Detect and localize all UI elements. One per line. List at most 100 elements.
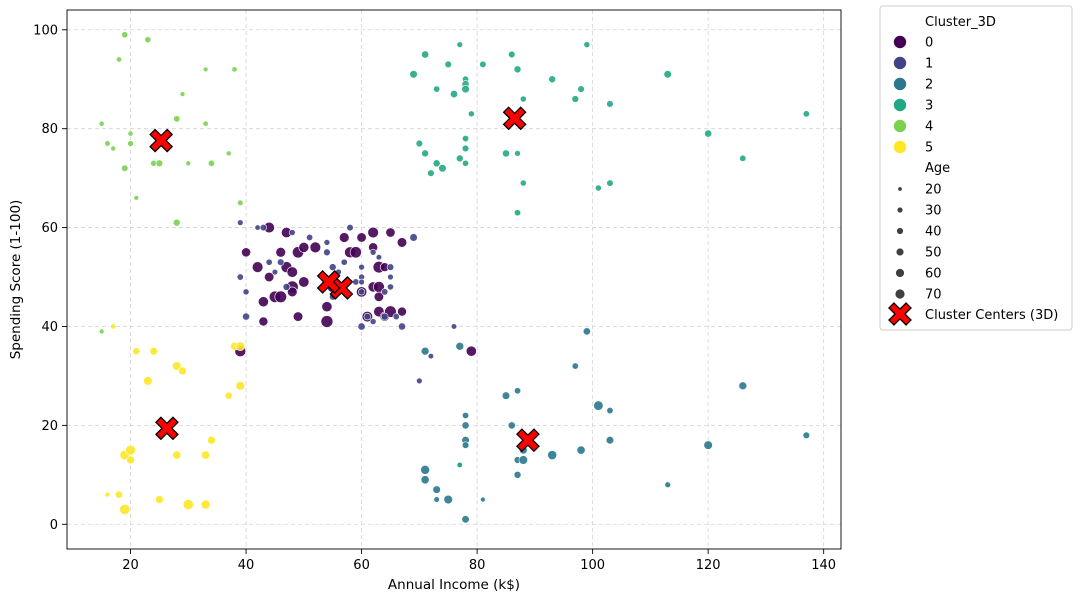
data-point-cluster-1 bbox=[288, 229, 296, 236]
data-point-cluster-3 bbox=[571, 95, 580, 103]
data-point-cluster-3 bbox=[433, 85, 441, 93]
x-tick-label: 80 bbox=[469, 558, 486, 573]
x-tick-label: 140 bbox=[811, 558, 836, 573]
cluster-center-5 bbox=[155, 416, 179, 441]
data-point-cluster-3 bbox=[548, 75, 557, 84]
data-point-cluster-3 bbox=[462, 135, 470, 143]
legend-size-marker bbox=[898, 187, 902, 191]
data-point-cluster-4 bbox=[98, 328, 105, 335]
data-point-cluster-1 bbox=[358, 288, 366, 296]
data-point-cluster-2 bbox=[582, 327, 591, 336]
x-axis-label: Annual Income (k$) bbox=[388, 577, 520, 593]
data-point-cluster-2 bbox=[455, 341, 465, 351]
data-point-cluster-1 bbox=[340, 258, 348, 266]
data-point-cluster-5 bbox=[224, 391, 233, 400]
legend-size-marker bbox=[896, 248, 904, 256]
cluster-center-0 bbox=[329, 275, 354, 300]
data-point-cluster-3 bbox=[606, 179, 614, 187]
data-point-cluster-5 bbox=[235, 341, 245, 351]
data-point-cluster-1 bbox=[237, 219, 244, 226]
legend-centers-label: Cluster Centers (3D) bbox=[925, 308, 1058, 323]
data-point-cluster-3 bbox=[479, 60, 487, 68]
data-point-cluster-1 bbox=[346, 223, 354, 232]
data-point-cluster-1 bbox=[306, 233, 314, 241]
data-point-cluster-2 bbox=[518, 455, 528, 465]
data-point-cluster-3 bbox=[462, 159, 469, 167]
data-point-cluster-3 bbox=[432, 159, 441, 168]
data-point-cluster-0 bbox=[320, 315, 334, 328]
y-tick-label: 60 bbox=[41, 221, 58, 236]
data-point-cluster-5 bbox=[235, 381, 245, 391]
data-point-cluster-3 bbox=[519, 179, 527, 187]
data-point-cluster-1 bbox=[427, 353, 434, 360]
data-point-cluster-2 bbox=[605, 436, 615, 445]
data-point-cluster-4 bbox=[116, 56, 122, 63]
legend-frame bbox=[879, 5, 1073, 331]
data-point-cluster-1 bbox=[381, 288, 389, 296]
data-point-cluster-2 bbox=[802, 431, 811, 439]
data-point-cluster-0 bbox=[385, 227, 396, 238]
legend-size-title: Age bbox=[925, 161, 950, 176]
data-point-cluster-5 bbox=[104, 491, 111, 498]
data-point-cluster-4 bbox=[127, 130, 134, 137]
data-point-cluster-1 bbox=[358, 278, 365, 286]
data-point-cluster-5 bbox=[172, 361, 182, 371]
data-point-cluster-3 bbox=[444, 60, 452, 69]
data-point-cluster-4 bbox=[121, 164, 129, 172]
data-point-cluster-5 bbox=[132, 347, 141, 356]
data-point-cluster-3 bbox=[456, 41, 463, 48]
data-point-cluster-1 bbox=[277, 258, 285, 266]
data-point-cluster-3 bbox=[409, 70, 418, 79]
data-point-cluster-1 bbox=[254, 224, 261, 231]
data-point-cluster-3 bbox=[456, 461, 463, 468]
points-layer bbox=[98, 31, 811, 524]
legend-swatch-cluster-3 bbox=[893, 98, 907, 112]
data-point-cluster-5 bbox=[143, 376, 153, 386]
legend-size-label: 60 bbox=[925, 267, 942, 282]
data-point-cluster-2 bbox=[513, 470, 522, 479]
x-tick-label: 60 bbox=[353, 558, 370, 573]
data-point-cluster-4 bbox=[144, 36, 152, 44]
data-point-cluster-1 bbox=[328, 263, 337, 271]
data-point-cluster-3 bbox=[595, 184, 602, 192]
data-point-cluster-3 bbox=[663, 70, 672, 79]
data-point-cluster-2 bbox=[420, 475, 430, 485]
legend-label-cluster-0: 0 bbox=[925, 36, 933, 51]
data-point-cluster-2 bbox=[514, 387, 522, 395]
data-point-cluster-0 bbox=[367, 226, 379, 239]
data-point-cluster-2 bbox=[461, 515, 470, 524]
data-point-cluster-1 bbox=[352, 278, 360, 286]
data-point-cluster-1 bbox=[323, 239, 331, 246]
legend-size-label: 50 bbox=[925, 246, 942, 261]
legend-items: Cluster_3D 0 1 2 3 4 5 Age 20 30 40 50 60 70 Cluster C… bbox=[888, 15, 1058, 326]
data-point-cluster-0 bbox=[321, 301, 333, 313]
data-point-cluster-4 bbox=[133, 195, 140, 201]
data-point-cluster-0 bbox=[298, 241, 310, 253]
data-point-cluster-3 bbox=[606, 100, 614, 108]
data-point-cluster-2 bbox=[461, 441, 470, 449]
data-point-cluster-0 bbox=[292, 311, 304, 322]
data-point-cluster-3 bbox=[450, 90, 458, 99]
data-point-cluster-2 bbox=[576, 445, 586, 455]
data-point-cluster-3 bbox=[513, 65, 522, 74]
legend-label-cluster-2: 2 bbox=[925, 78, 933, 93]
legend-label-cluster-4: 4 bbox=[925, 120, 933, 135]
data-point-cluster-3 bbox=[455, 154, 464, 163]
data-point-cluster-3 bbox=[583, 41, 591, 48]
legend-center-marker bbox=[888, 302, 912, 326]
data-point-cluster-1 bbox=[450, 323, 458, 330]
data-point-cluster-0 bbox=[349, 246, 362, 259]
grid-layer bbox=[67, 10, 841, 549]
data-point-cluster-0 bbox=[257, 296, 269, 308]
legend-label-cluster-3: 3 bbox=[925, 99, 933, 114]
data-point-cluster-1 bbox=[386, 263, 395, 271]
data-point-cluster-1 bbox=[358, 263, 365, 271]
data-point-cluster-4 bbox=[225, 150, 232, 157]
legend-size-marker bbox=[895, 268, 905, 278]
data-point-cluster-4 bbox=[121, 31, 129, 39]
data-point-cluster-5 bbox=[149, 347, 158, 356]
x-tick-label: 100 bbox=[580, 558, 605, 573]
data-point-cluster-0 bbox=[309, 241, 322, 254]
data-point-cluster-2 bbox=[420, 465, 430, 475]
data-point-cluster-2 bbox=[507, 421, 516, 430]
